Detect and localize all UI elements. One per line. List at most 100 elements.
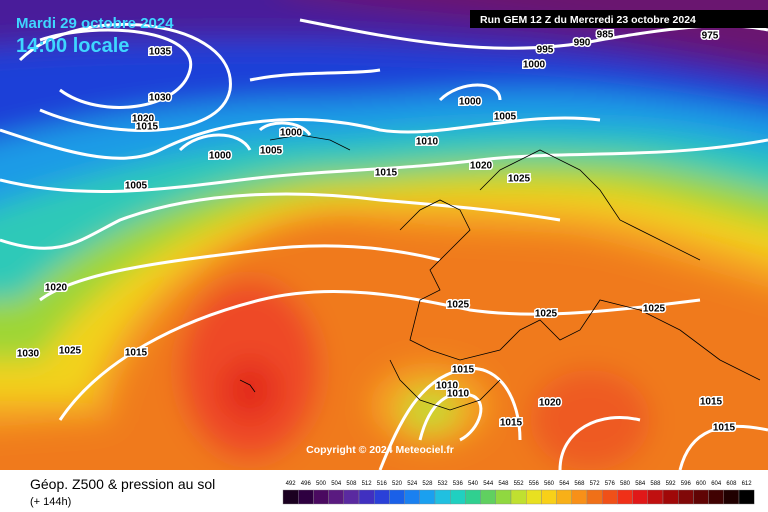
footer-subtitle: (+ 144h) — [30, 496, 71, 508]
isobar-label: 1035 — [149, 47, 172, 58]
isobar-label: 995 — [537, 45, 554, 56]
scale-swatch — [708, 489, 724, 505]
isobar-label: 1025 — [59, 346, 82, 357]
scale-swatch — [450, 489, 466, 505]
scale-swatch — [602, 489, 618, 505]
scale-swatch — [404, 489, 421, 505]
coastlines — [239, 134, 761, 411]
isobar-label: 1020 — [539, 398, 562, 409]
scale-label: 600 — [696, 481, 707, 487]
scale-swatch — [693, 489, 709, 505]
scale-swatch — [282, 489, 299, 505]
scale-swatch — [526, 489, 542, 505]
scale-label: 532 — [438, 481, 449, 487]
isobar-label: 990 — [574, 38, 591, 49]
isobar-label: 1020 — [470, 161, 493, 172]
isobar-label: 1000 — [280, 128, 303, 139]
isobar-label: 1000 — [523, 60, 546, 71]
isobar-label: 1025 — [535, 309, 558, 320]
scale-label: 512 — [362, 481, 373, 487]
scale-swatch — [541, 489, 557, 505]
scale-swatch — [571, 489, 588, 505]
isobar-label: 1030 — [149, 93, 172, 104]
scale-swatch — [313, 489, 329, 505]
isobar-label: 1010 — [436, 381, 459, 392]
isobar-label: 1025 — [447, 300, 470, 311]
isobar-label: 1015 — [136, 122, 159, 133]
scale-swatch — [343, 489, 360, 505]
scale-swatch — [358, 489, 375, 505]
scale-label: 584 — [635, 481, 646, 487]
scale-swatch — [662, 489, 679, 505]
isobar-label: 1010 — [447, 389, 470, 400]
run-label: Run GEM 12 Z du Mercredi 23 octobre 2024 — [480, 14, 696, 26]
isobar-label: 1015 — [125, 348, 148, 359]
scale-label: 528 — [422, 481, 433, 487]
footer-title: Géop. Z500 & pression au sol — [30, 476, 215, 492]
scale-swatch — [632, 489, 648, 505]
scale-label: 524 — [407, 481, 418, 487]
scale-label: 604 — [711, 481, 722, 487]
scale-label: 500 — [316, 481, 327, 487]
scale-label: 572 — [590, 481, 601, 487]
isobar-label: 1005 — [260, 146, 283, 157]
isobar-label: 1005 — [125, 181, 148, 192]
scale-label: 564 — [559, 481, 570, 487]
copyright: Copyright © 2024 Meteociel.fr — [306, 444, 454, 456]
isobar-label: 1025 — [643, 304, 666, 315]
scale-label: 496 — [301, 481, 312, 487]
isobar-label: 985 — [597, 30, 614, 41]
isobar-label: 1030 — [17, 349, 40, 360]
scale-swatch — [328, 489, 345, 505]
scale-swatch — [586, 489, 603, 505]
scale-label: 596 — [681, 481, 692, 487]
scale-label: 548 — [498, 481, 509, 487]
scale-label: 588 — [650, 481, 661, 487]
scale-label: 612 — [742, 481, 753, 487]
isobar-label: 1005 — [494, 112, 517, 123]
scale-swatch — [510, 489, 527, 505]
isobar-label: 1020 — [132, 114, 155, 125]
scale-swatch — [419, 489, 436, 505]
scale-swatch — [617, 489, 633, 505]
scale-swatch — [434, 489, 451, 505]
isobar-label: 1020 — [45, 283, 68, 294]
scale-label: 492 — [286, 481, 297, 487]
scale-label: 560 — [544, 481, 555, 487]
scale-label: 608 — [726, 481, 737, 487]
scale-swatch — [678, 489, 694, 505]
scale-label: 508 — [346, 481, 357, 487]
scale-swatch — [374, 489, 390, 505]
scale-swatch — [389, 489, 405, 505]
isobar-label: 1015 — [500, 418, 523, 429]
scale-label: 568 — [574, 481, 585, 487]
scale-label: 576 — [605, 481, 616, 487]
scale-swatch — [298, 489, 314, 505]
isobar-label: 975 — [702, 31, 719, 42]
isobar-label: 1015 — [713, 423, 736, 434]
time-label: 14:00 locale — [16, 35, 129, 57]
scale-swatch — [738, 489, 755, 505]
isobar-label: 1015 — [700, 397, 723, 408]
scale-swatch — [723, 489, 740, 505]
scale-swatch — [647, 489, 664, 505]
scale-label: 592 — [666, 481, 677, 487]
scale-swatch — [556, 489, 572, 505]
scale-swatch — [495, 489, 512, 505]
isobar-label: 1025 — [508, 174, 531, 185]
scale-label: 516 — [377, 481, 388, 487]
isobar-label: 1015 — [452, 365, 475, 376]
scale-label: 504 — [331, 481, 342, 487]
scale-label: 544 — [483, 481, 494, 487]
scale-swatch — [480, 489, 497, 505]
scale-swatch — [465, 489, 481, 505]
isobar-label: 1000 — [459, 97, 482, 108]
isobar-label: 1010 — [416, 137, 439, 148]
scale-label: 552 — [514, 481, 525, 487]
scale-label: 580 — [620, 481, 631, 487]
scale-label: 520 — [392, 481, 403, 487]
run-box — [470, 10, 768, 28]
color-scale: 492 496 500 504 508 512 516 520 524 528 532 536 540 5… — [282, 481, 755, 505]
isobar-label: 1015 — [375, 168, 398, 179]
